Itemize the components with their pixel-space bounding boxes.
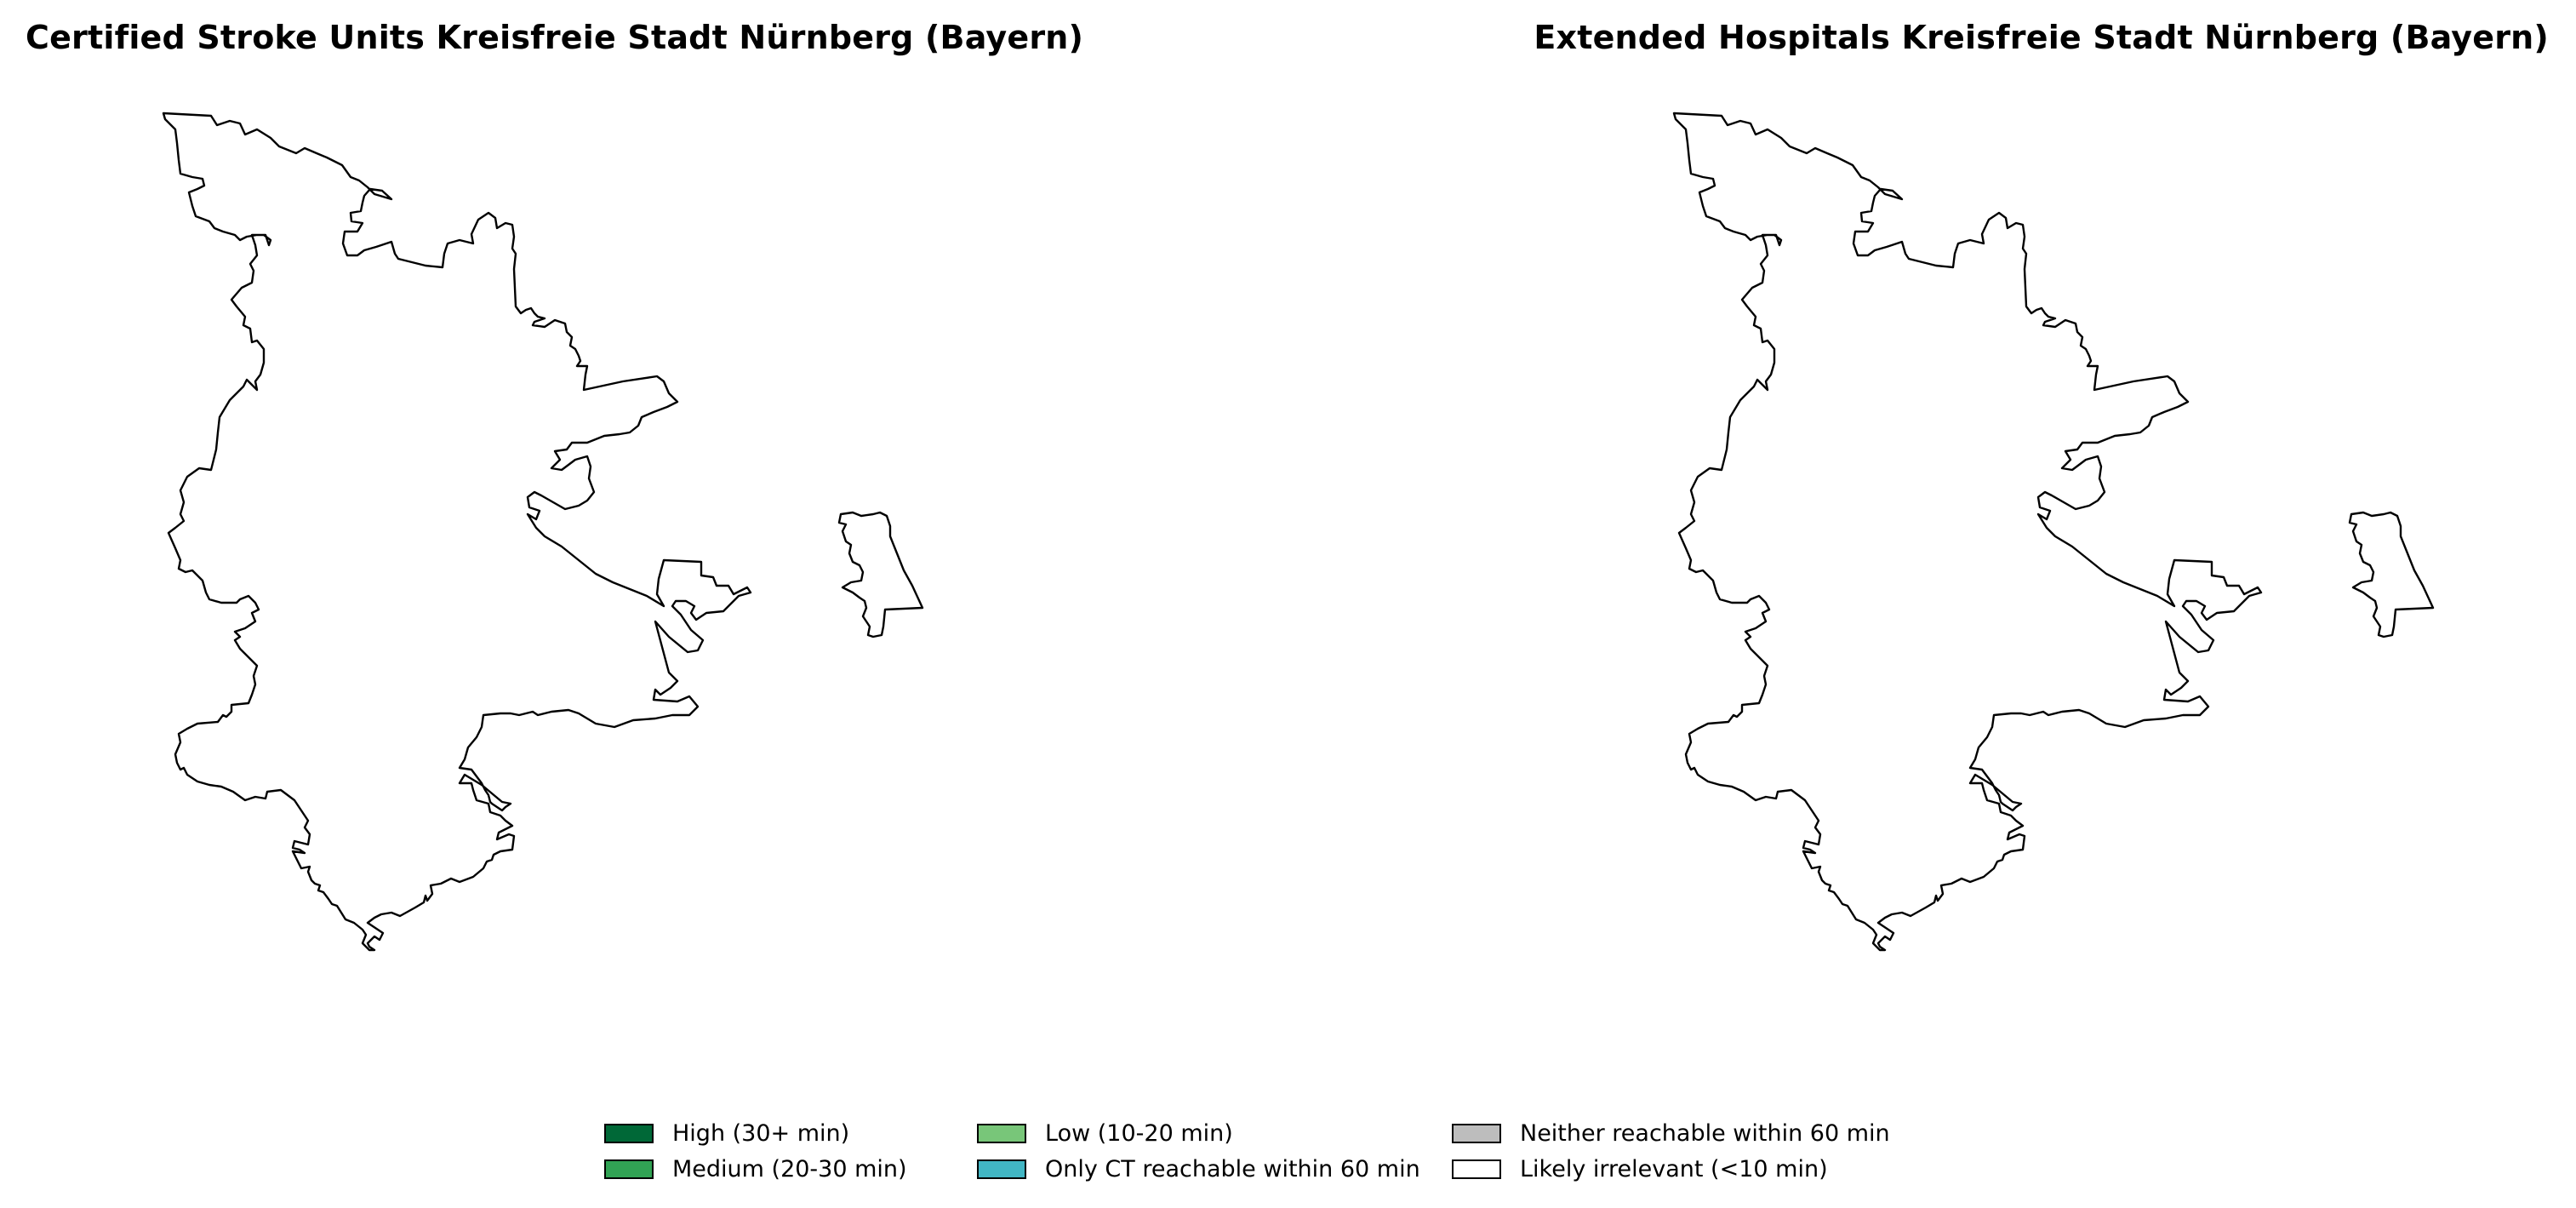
legend-swatch-only-ct [977,1159,1026,1179]
legend-swatch-irrelevant [1452,1159,1501,1179]
map-title-extended-hospitals: Extended Hospitals Kreisfreie Stadt Nürn… [1534,19,2549,56]
legend-label-medium: Medium (20-30 min) [672,1155,907,1182]
legend-swatch-low [977,1123,1026,1143]
legend-item-irrelevant: Likely irrelevant (<10 min) [1452,1151,1928,1187]
legend-item-neither: Neither reachable within 60 min [1452,1115,1928,1151]
legend-label-neither: Neither reachable within 60 min [1520,1119,1890,1147]
legend: High (30+ min) Medium (20-30 min) Low (1… [604,1115,1928,1187]
legend-label-high: High (30+ min) [672,1119,850,1147]
legend-swatch-high [604,1123,654,1143]
legend-label-low: Low (10-20 min) [1045,1119,1233,1147]
legend-item-only-ct: Only CT reachable within 60 min [977,1151,1452,1187]
map-title-stroke-units: Certified Stroke Units Kreisfreie Stadt … [26,19,1084,56]
legend-label-irrelevant: Likely irrelevant (<10 min) [1520,1155,1828,1182]
legend-item-high: High (30+ min) [604,1115,977,1151]
legend-item-medium: Medium (20-30 min) [604,1151,977,1187]
legend-swatch-medium [604,1159,654,1179]
nuernberg-boundary-right-map [1672,112,2435,952]
nuernberg-boundary-left-map [162,112,924,952]
legend-label-only-ct: Only CT reachable within 60 min [1045,1155,1420,1182]
legend-swatch-neither [1452,1123,1501,1143]
legend-item-low: Low (10-20 min) [977,1115,1452,1151]
